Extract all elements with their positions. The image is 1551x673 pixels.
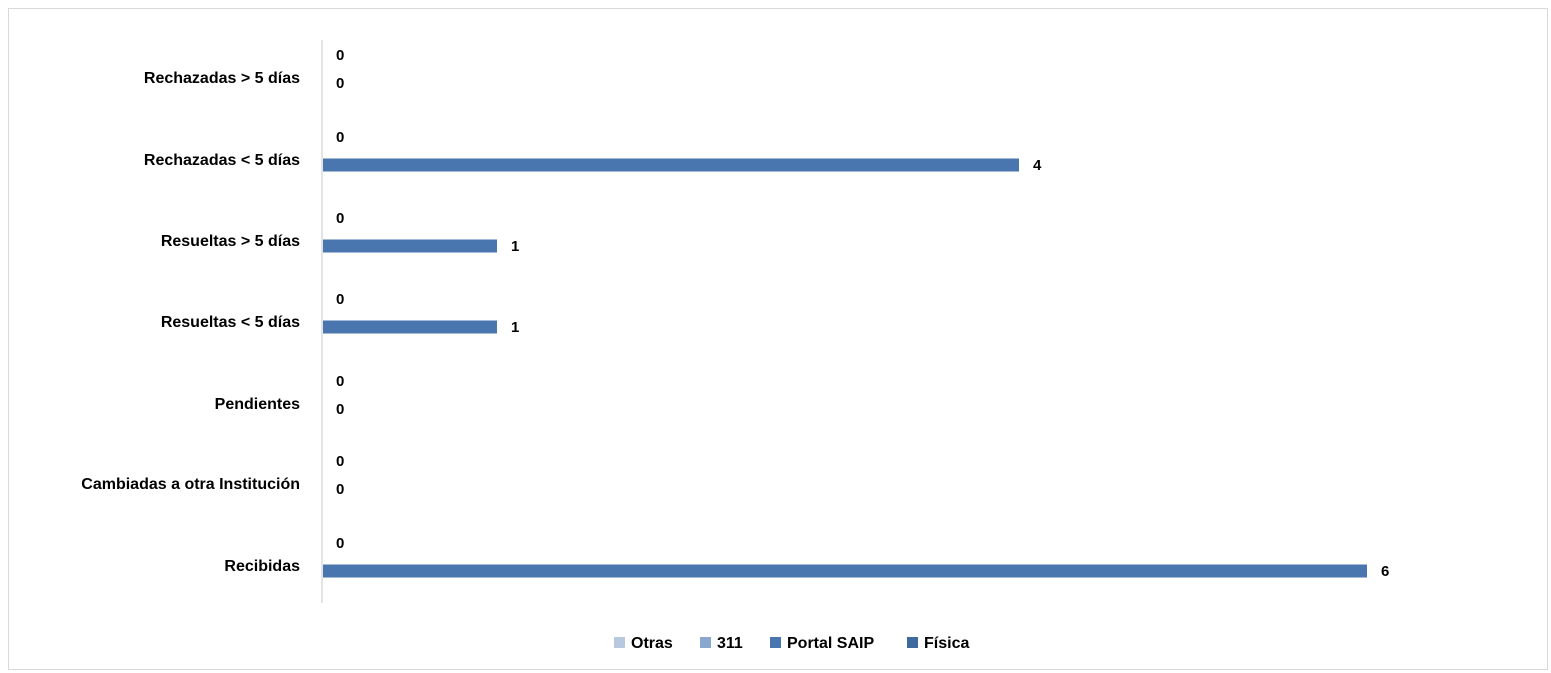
legend-item: Otras xyxy=(614,635,673,652)
data-label-fisica: 0 xyxy=(336,453,344,470)
legend-label: Física xyxy=(924,635,969,652)
data-label-fisica: 0 xyxy=(336,129,344,146)
category-label: Recibidas xyxy=(224,558,300,575)
data-label-fisica: 0 xyxy=(336,210,344,227)
bar-portal-saip xyxy=(323,320,497,334)
legend-swatch xyxy=(614,637,625,648)
legend-item: Física xyxy=(907,635,969,652)
category-label: Rechazadas < 5 días xyxy=(144,152,300,169)
data-label-portal-saip: 0 xyxy=(336,401,344,418)
data-label-portal-saip: 6 xyxy=(1381,563,1389,580)
bar-portal-saip xyxy=(323,564,1367,578)
category-label: Resueltas < 5 días xyxy=(161,314,300,331)
legend-label: Portal SAIP xyxy=(787,635,874,652)
data-label-portal-saip: 0 xyxy=(336,75,344,92)
legend-label: Otras xyxy=(631,635,673,652)
data-label-portal-saip: 1 xyxy=(511,238,519,255)
data-label-portal-saip: 1 xyxy=(511,319,519,336)
bar-portal-saip xyxy=(323,239,497,253)
data-label-fisica: 0 xyxy=(336,535,344,552)
legend-label: 311 xyxy=(717,635,743,652)
chart-frame xyxy=(8,8,1548,670)
legend-swatch xyxy=(700,637,711,648)
legend-swatch xyxy=(770,637,781,648)
data-label-fisica: 0 xyxy=(336,47,344,64)
category-label: Rechazadas > 5 días xyxy=(144,70,300,87)
category-label: Pendientes xyxy=(215,396,300,413)
bar-portal-saip xyxy=(323,158,1019,172)
data-label-fisica: 0 xyxy=(336,373,344,390)
legend-swatch xyxy=(907,637,918,648)
data-label-fisica: 0 xyxy=(336,291,344,308)
category-label: Resueltas > 5 días xyxy=(161,233,300,250)
legend-item: 311 xyxy=(700,635,743,652)
data-label-portal-saip: 4 xyxy=(1033,157,1042,174)
data-label-portal-saip: 0 xyxy=(336,481,344,498)
legend-item: Portal SAIP xyxy=(770,635,874,652)
category-label: Cambiadas a otra Institución xyxy=(81,476,300,493)
